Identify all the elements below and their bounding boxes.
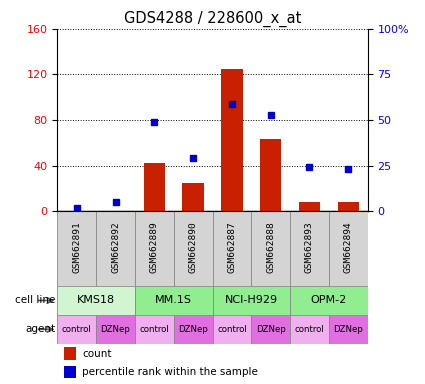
Bar [57,315,96,344]
Text: MM.1S: MM.1S [155,295,192,306]
Text: DZNep: DZNep [178,325,208,334]
Bar [329,211,368,286]
Bar [290,211,329,286]
Bar [64,366,76,378]
Bar [96,315,135,344]
Text: GSM662894: GSM662894 [344,221,353,273]
Text: DZNep: DZNep [101,325,130,334]
Bar [212,286,290,315]
Text: count: count [82,349,112,359]
Text: NCI-H929: NCI-H929 [225,295,278,306]
Text: KMS18: KMS18 [77,295,115,306]
Text: control: control [295,325,324,334]
Bar [57,286,135,315]
Bar [57,211,96,286]
Bar [96,211,135,286]
Text: control: control [62,325,92,334]
Bar [182,183,204,211]
Text: DZNep: DZNep [333,325,363,334]
Bar [221,69,243,211]
Bar [135,211,174,286]
Text: GSM662887: GSM662887 [227,221,236,273]
Text: GSM662891: GSM662891 [72,221,81,273]
Bar [174,211,212,286]
Text: cell line: cell line [15,295,55,306]
Bar [337,202,359,211]
Bar [329,315,368,344]
Text: GSM662892: GSM662892 [111,221,120,273]
Bar [260,139,281,211]
Text: GSM662893: GSM662893 [305,221,314,273]
Bar [251,211,290,286]
Text: GSM662890: GSM662890 [189,221,198,273]
Text: control: control [139,325,169,334]
Bar [135,315,174,344]
Text: GSM662888: GSM662888 [266,221,275,273]
Bar [174,315,212,344]
Bar [64,347,76,360]
Text: DZNep: DZNep [256,325,286,334]
Bar [290,286,368,315]
Text: control: control [217,325,247,334]
Bar [212,211,251,286]
Bar [212,315,251,344]
Bar [135,286,212,315]
Bar [144,163,165,211]
Title: GDS4288 / 228600_x_at: GDS4288 / 228600_x_at [124,11,301,27]
Bar [299,202,320,211]
Text: GSM662889: GSM662889 [150,221,159,273]
Text: percentile rank within the sample: percentile rank within the sample [82,367,258,377]
Text: agent: agent [25,324,55,334]
Bar [251,315,290,344]
Text: OPM-2: OPM-2 [311,295,347,306]
Bar [290,315,329,344]
